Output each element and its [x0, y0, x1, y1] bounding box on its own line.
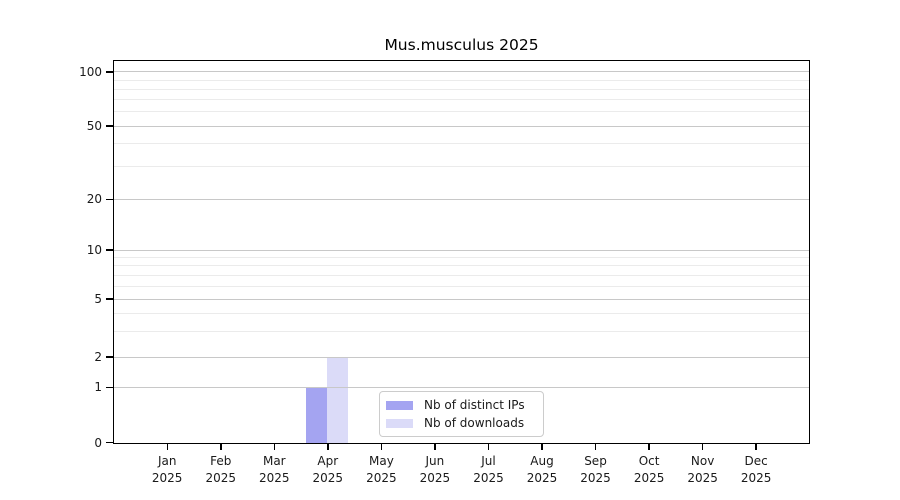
x-tick-mark [594, 444, 597, 450]
x-tick-label-nov: Nov 2025 [671, 453, 735, 486]
legend-swatch [386, 418, 413, 428]
x-tick-mark [434, 444, 436, 450]
y-tick-label: 1 [94, 380, 102, 395]
x-tick-mark [220, 444, 222, 450]
x-tick-month: May [368, 454, 394, 468]
x-tick-year: 2025 [687, 470, 718, 485]
y-tick-label: 5 [94, 292, 102, 307]
x-tick-label-jul: Jul 2025 [457, 453, 521, 486]
plot-area [113, 60, 810, 444]
x-tick-year: 2025 [366, 470, 397, 485]
x-tick-year: 2025 [740, 470, 772, 485]
plot-inner [114, 61, 809, 443]
x-tick-year: 2025 [205, 470, 237, 485]
x-tick-month: Nov [690, 454, 715, 468]
x-tick-year: 2025 [151, 470, 183, 485]
legend-label: Nb of downloads [424, 416, 525, 430]
y-tick-mark [106, 198, 113, 201]
y-tick-label: 20 [86, 192, 102, 207]
x-tick-month: Sep [584, 454, 607, 468]
x-tick-month: Aug [530, 454, 554, 468]
x-tick-year: 2025 [259, 470, 290, 485]
y-tick-mark [106, 298, 113, 300]
y-tick-label: 10 [86, 243, 102, 257]
x-tick-year: 2025 [312, 470, 344, 485]
x-tick-year: 2025 [473, 470, 504, 485]
x-tick-label-jan: Jan 2025 [135, 453, 199, 486]
y-tick-mark [106, 125, 113, 127]
x-tick-label-apr: Apr 2025 [296, 453, 360, 486]
bar-downloads-apr [327, 357, 349, 443]
x-tick-mark [327, 444, 329, 450]
x-tick-mark [380, 444, 383, 450]
bars-layer [114, 61, 809, 443]
y-tick-mark [106, 386, 113, 388]
x-tick-label-mar: Mar 2025 [242, 453, 306, 486]
x-tick-label-may: May 2025 [349, 453, 413, 486]
x-tick-mark [755, 444, 757, 450]
y-tick-mark [106, 356, 113, 358]
x-axis: Jan 2025 Feb 2025 Mar 2025 Apr 2025 May 2025 Jun 20… [113, 444, 810, 500]
x-tick-mark [648, 444, 650, 450]
x-tick-label-sep: Sep 2025 [564, 453, 628, 486]
y-axis: 0 1 2 5 10 20 50 100 [0, 60, 113, 450]
x-tick-mark [541, 444, 543, 450]
y-tick-label: 0 [94, 435, 102, 450]
legend-item: Nb of downloads [386, 416, 537, 430]
x-tick-label-aug: Aug 2025 [510, 453, 574, 486]
x-tick-month: Jan [157, 454, 177, 468]
y-tick-mark [106, 71, 113, 73]
y-tick-label: 50 [86, 119, 102, 133]
x-tick-month: Apr [317, 454, 339, 468]
legend-label: Nb of distinct IPs [424, 398, 525, 412]
x-tick-mark [487, 444, 490, 450]
x-tick-mark [166, 444, 168, 450]
x-tick-label-dec: Dec 2025 [724, 453, 788, 486]
x-tick-month: Jul [481, 454, 496, 468]
x-tick-year: 2025 [633, 470, 665, 485]
x-tick-year: 2025 [526, 470, 558, 485]
x-tick-label-feb: Feb 2025 [189, 453, 253, 486]
x-tick-month: Dec [744, 454, 768, 468]
x-tick-year: 2025 [419, 470, 451, 485]
legend-swatch [386, 400, 413, 410]
x-tick-year: 2025 [580, 470, 611, 485]
bar-distinct-ips-apr [306, 387, 328, 443]
y-tick-mark [106, 441, 113, 444]
x-tick-mark [273, 444, 276, 450]
x-tick-month: Feb [210, 454, 232, 468]
x-tick-mark [701, 444, 704, 450]
x-tick-month: Jun [425, 454, 445, 468]
x-tick-month: Mar [262, 454, 286, 468]
legend-item: Nb of distinct IPs [386, 398, 537, 412]
x-tick-month: Oct [638, 454, 660, 468]
y-tick-label: 2 [94, 350, 102, 365]
legend: Nb of distinct IPs Nb of downloads [379, 391, 544, 437]
x-tick-label-jun: Jun 2025 [403, 453, 467, 486]
x-tick-label-oct: Oct 2025 [617, 453, 681, 486]
chart-title: Mus.musculus 2025 [384, 36, 539, 54]
y-tick-mark [106, 249, 113, 251]
y-tick-label: 100 [79, 64, 102, 79]
